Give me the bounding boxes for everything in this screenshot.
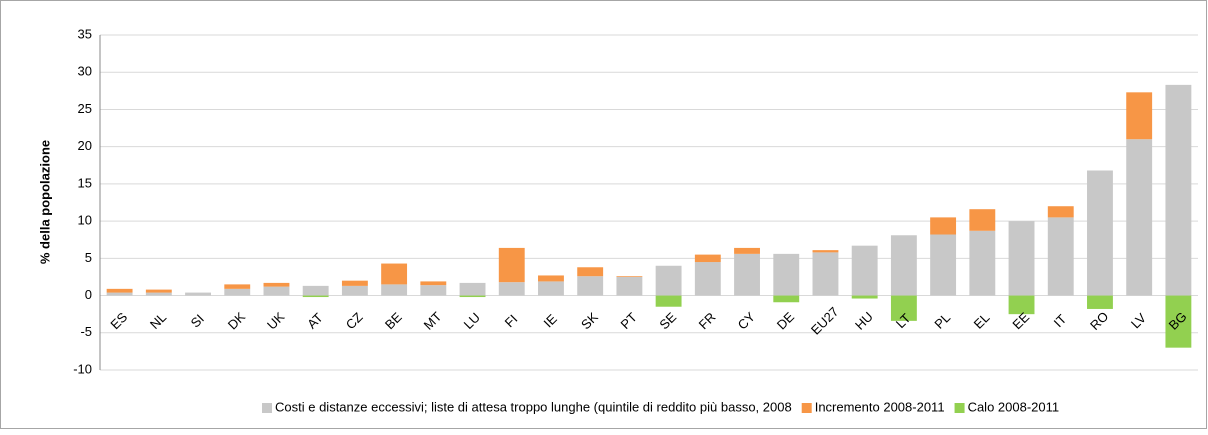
- bar-segment: [381, 284, 408, 296]
- y-tick-label: 15: [78, 175, 92, 190]
- bar-segment: [498, 247, 525, 283]
- bar-segment: [1165, 295, 1192, 348]
- bar-segment: [263, 286, 290, 296]
- legend-swatch: [262, 403, 272, 413]
- bar-segment: [930, 234, 957, 296]
- legend-swatch: [801, 403, 812, 413]
- bar-segment: [420, 281, 447, 286]
- bar-segment: [263, 282, 290, 287]
- bar-segment: [106, 288, 133, 293]
- bar-segment: [616, 276, 643, 296]
- bar-segment: [694, 254, 721, 263]
- y-tick-label: 30: [78, 64, 92, 79]
- bar-segment: [1047, 206, 1074, 218]
- legend-swatch: [954, 403, 965, 413]
- bar-segment: [420, 285, 447, 296]
- y-axis-title: % della popolazione: [37, 140, 52, 264]
- bar-segment: [302, 295, 329, 298]
- bar-segment: [459, 295, 486, 298]
- bar-segment: [930, 217, 957, 235]
- y-tick-label: -10: [73, 361, 92, 376]
- y-tick-label: 20: [78, 138, 92, 153]
- bar-segment: [185, 292, 211, 296]
- y-tick-label: 25: [78, 101, 92, 116]
- y-tick-label: 10: [78, 213, 92, 228]
- bar-segment: [851, 245, 878, 296]
- bar-segment: [616, 276, 643, 277]
- bar-segment: [812, 252, 839, 296]
- y-tick-label: 5: [85, 250, 92, 265]
- bar-segment: [577, 267, 604, 277]
- bar-segment: [1087, 170, 1113, 296]
- bar-segment: [145, 289, 172, 293]
- bar-segment: [538, 281, 564, 296]
- bar-segment: [1126, 139, 1153, 296]
- bar-segment: [498, 282, 525, 296]
- bar-segment: [224, 288, 251, 296]
- bar-segment: [381, 263, 408, 285]
- y-tick-label: 0: [85, 287, 92, 302]
- bar-segment: [1047, 217, 1074, 296]
- bar-segment: [655, 265, 682, 296]
- bar-segment: [655, 295, 682, 307]
- bar-segment: [341, 280, 368, 286]
- y-tick-label: -5: [80, 324, 92, 339]
- bar-segment: [224, 284, 251, 289]
- bar-segment: [734, 247, 760, 254]
- bar-segment: [969, 230, 996, 296]
- bar-segment: [890, 235, 917, 296]
- bar-segment: [577, 276, 604, 296]
- bar-segment: [694, 262, 721, 296]
- bar-segment: [538, 275, 564, 282]
- bar-segment: [145, 292, 172, 296]
- bar-segment: [1008, 221, 1035, 296]
- bar-segment: [341, 285, 368, 296]
- bar-segment: [1087, 295, 1113, 309]
- bar-segment: [812, 250, 839, 253]
- bar-segment: [459, 282, 486, 296]
- bar-segment: [1008, 295, 1035, 315]
- bar-segment: [1165, 84, 1192, 296]
- bar-segment: [106, 292, 133, 296]
- bar-segment: [734, 253, 760, 296]
- bar-segment: [773, 253, 800, 296]
- bar-segment: [1126, 92, 1153, 140]
- legend-label: Calo 2008-2011: [968, 399, 1060, 414]
- legend-label: Costi e distanze eccessivi; liste di att…: [275, 399, 792, 414]
- legend-label: Incremento 2008-2011: [815, 399, 945, 414]
- bar-segment: [969, 209, 996, 231]
- y-tick-label: 35: [78, 26, 92, 41]
- bar-segment: [890, 295, 917, 321]
- bar-segment: [302, 285, 329, 296]
- bar-segment: [773, 295, 800, 303]
- bar-segment: [851, 295, 878, 299]
